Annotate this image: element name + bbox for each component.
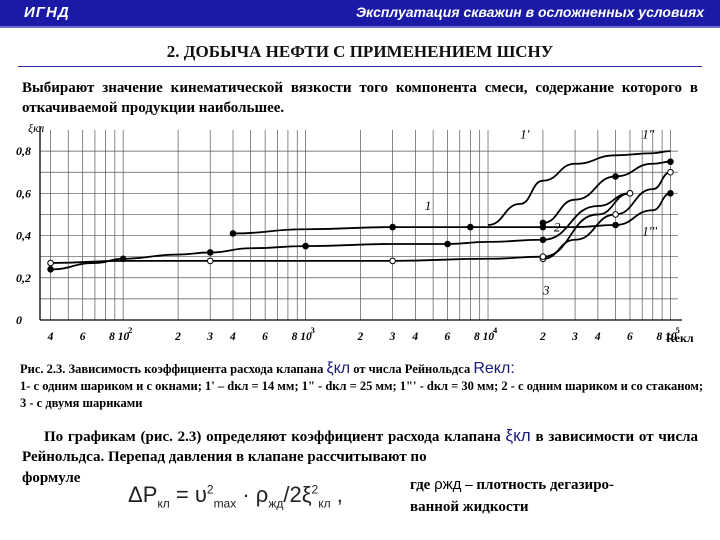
- series-point: [47, 266, 54, 273]
- note-text: – плотность дегазиро-: [465, 477, 615, 493]
- figure-caption: Рис. 2.3. Зависимость коэффициента расхо…: [20, 360, 704, 412]
- curve-label: 3: [542, 283, 550, 298]
- y-tick-label: 0,6: [16, 186, 31, 200]
- x-tick-label: 6: [80, 331, 86, 343]
- x-tick-label: 8 10: [292, 331, 312, 343]
- x-tick-label: 4: [47, 331, 54, 343]
- header-left-label: ИГНД: [24, 4, 70, 21]
- series-point: [539, 253, 547, 260]
- slide-title: 2. ДОБЫЧА НЕФТИ С ПРИМЕНЕНИЕМ ШСНУ: [166, 42, 554, 61]
- density-note: где ρжд – плотность дегазиро- ванной жид…: [410, 474, 700, 518]
- x-tick-label: 8 10: [474, 331, 494, 343]
- x-tick-label: 2: [174, 331, 181, 343]
- series-point: [539, 219, 547, 227]
- series-point: [206, 249, 214, 256]
- title-rule: [18, 66, 702, 67]
- note-rho: ρжд: [434, 476, 462, 493]
- x-tick-label: 3: [571, 331, 578, 343]
- curve-label: 1': [520, 126, 530, 141]
- curve-label: 1'': [642, 126, 654, 141]
- series-point: [626, 190, 634, 197]
- curve-label: 2: [554, 219, 561, 234]
- note-line2: ванной жидкости: [410, 499, 529, 515]
- caption-body: 1- с одним шариком и с окнами; 1' – dкл …: [20, 379, 704, 410]
- body-paragraph: По графикам (рис. 2.3) определяют коэффи…: [22, 426, 698, 467]
- series-point: [467, 223, 474, 231]
- x-exponent-label: 4: [493, 325, 498, 335]
- y-tick-label: 0: [16, 313, 22, 327]
- caption-symbol-re: Reкл:: [473, 360, 515, 377]
- x-tick-label: 3: [389, 331, 396, 343]
- x-tick-label: 2: [357, 331, 364, 343]
- para-part1: По графикам (рис. 2.3) определяют коэффи…: [44, 429, 501, 445]
- x-tick-label: 6: [445, 331, 451, 343]
- x-tick-label: 2: [539, 331, 546, 343]
- series-line-1p: [487, 150, 671, 226]
- series-point: [667, 158, 674, 165]
- x-exponent-label: 3: [311, 325, 315, 335]
- note-pre: где: [410, 477, 431, 493]
- x-exponent-label: 5: [675, 325, 679, 335]
- x-tick-label: 6: [262, 331, 268, 343]
- series-line-3: [50, 192, 631, 264]
- header-bar: ИГНД Эксплуатация скважин в осложненных …: [0, 0, 720, 26]
- series-point: [444, 240, 451, 248]
- series-point: [47, 259, 54, 267]
- series-line-1: [233, 192, 671, 235]
- para-part2: в зависимости от числа Рейнольдса. Переп…: [22, 429, 699, 465]
- header-right-label: Эксплуатация скважин в осложненных услов…: [355, 4, 704, 20]
- series-point: [667, 168, 674, 176]
- series-point: [612, 221, 619, 229]
- x-axis-label: Reкл: [666, 331, 694, 345]
- curve-label: 1''': [642, 224, 657, 239]
- caption-mid: от числа Рейнольдса: [353, 362, 471, 376]
- pressure-formula: ΔPкл = υ2max · ρжд/2ξ2кл ,: [128, 482, 343, 511]
- caption-prefix: Рис. 2.3. Зависимость коэффициента расхо…: [20, 362, 324, 376]
- x-tick-label: 6: [627, 331, 633, 343]
- header-rule: [0, 26, 720, 28]
- series-point: [389, 223, 396, 231]
- series-point: [302, 242, 309, 250]
- y-tick-label: 0,8: [16, 144, 31, 158]
- y-axis-label: ξкл: [28, 121, 44, 135]
- series-point: [229, 230, 237, 237]
- caption-symbol: ξкл: [326, 360, 351, 377]
- series-point: [667, 190, 674, 197]
- x-tick-label: 3: [206, 331, 213, 343]
- series-point: [539, 236, 547, 244]
- x-tick-label: 4: [594, 331, 601, 343]
- chart-container: 0 0,2 0,4 0,6 0,8 ξкл 4 6 8 10 2 3 4 6 8 10 2 3 4 6 8 10 2 3…: [14, 120, 704, 350]
- series-point: [612, 211, 619, 218]
- series-line-1pp: [542, 160, 671, 224]
- x-exponent-label: 2: [128, 325, 132, 335]
- y-tick-label: 0,4: [16, 229, 31, 243]
- x-tick-label: 4: [229, 331, 236, 343]
- y-tick-label: 0,2: [16, 271, 31, 285]
- series-point: [612, 173, 619, 180]
- series-point: [389, 257, 396, 265]
- series-point: [206, 257, 214, 265]
- x-tick-label: 4: [411, 331, 418, 343]
- para-symbol: ξкл: [505, 426, 531, 445]
- intro-text: Выбирают значение кинематической вязкост…: [22, 80, 698, 116]
- formula-lhs: ΔP: [128, 482, 158, 507]
- curve-label: 1: [425, 198, 432, 213]
- x-tick-label: 8 10: [109, 331, 129, 343]
- x-tick-label: 8 10: [656, 331, 676, 343]
- formula-label: формуле: [22, 470, 81, 486]
